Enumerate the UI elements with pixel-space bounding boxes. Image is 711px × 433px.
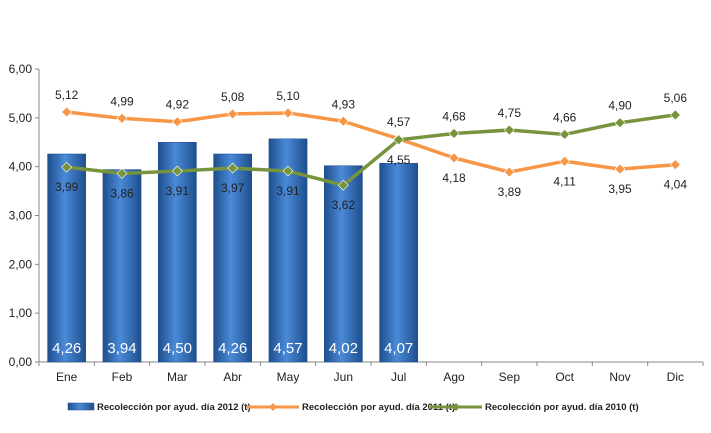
series-2010-value-label: 4,90 — [608, 99, 632, 113]
series-2010-value-label: 3,91 — [166, 184, 190, 198]
series-2010-value-label: 3,86 — [110, 187, 134, 201]
series-2011-value-label: 4,11 — [553, 174, 576, 188]
y-tick-label: 2,00 — [9, 257, 33, 271]
series-2011-point — [116, 112, 128, 124]
series-2011-point — [559, 155, 571, 167]
series-2010-value-label: 4,66 — [553, 110, 577, 124]
legend: Recolección por ayud. día 2012 (t) Recole… — [67, 402, 639, 413]
series-2011-value-label: 4,99 — [110, 94, 134, 108]
x-tick-label: Ago — [443, 370, 465, 384]
series-2010-value-label: 4,75 — [498, 106, 522, 120]
series-2010-line — [66, 113, 676, 187]
bar-value-label: 4,57 — [273, 340, 302, 357]
series-2011-value-label: 4,04 — [664, 178, 688, 192]
bar-value-label: 4,07 — [384, 340, 413, 357]
series-2011-value-label: 4,57 — [387, 115, 411, 129]
x-tick-label: Ene — [56, 370, 78, 384]
x-tick-label: Feb — [112, 370, 133, 384]
legend-label-2012: Recolección por ayud. día 2012 (t) — [97, 402, 251, 413]
series-2010-value-label: 3,62 — [332, 198, 356, 212]
series-2010-value-label: 3,91 — [276, 184, 300, 198]
bar-value-label: 4,50 — [163, 340, 192, 357]
series-2011-line — [66, 110, 676, 174]
series-2010-point — [614, 117, 626, 129]
series-2010-point — [393, 134, 405, 146]
x-tick-label: Dic — [667, 370, 684, 384]
series-2011-value-label: 5,10 — [276, 89, 300, 103]
bar — [379, 162, 419, 363]
bar — [213, 153, 253, 363]
series-2011-value-label: 5,08 — [221, 90, 245, 104]
series-2010-point — [448, 128, 460, 139]
series-2011-point — [448, 152, 460, 164]
axes: 0,00 1,00 2,00 3,00 4,00 5,00 6,00 Ene Feb Mar Abr… — [9, 62, 704, 384]
data-labels: 4,26 3,94 4,50 4,26 4,57 4,02 4,07 5,12 3,99 4,99… — [52, 88, 687, 357]
series-2011-point — [503, 166, 515, 178]
series-2011-value-label: 4,18 — [442, 171, 466, 185]
series-2011-point — [669, 159, 681, 171]
series-2010-point — [337, 179, 349, 191]
legend-label-2010: Recolección por ayud. día 2010 (t) — [485, 402, 639, 413]
series-2010-point — [116, 168, 128, 179]
series-2010-point — [669, 109, 681, 121]
legend-marker-2010 — [452, 403, 460, 411]
series-2011-point — [337, 115, 349, 127]
series-2011-value-label: 5,12 — [55, 88, 79, 102]
bar — [102, 169, 142, 363]
series-2010-point — [227, 162, 239, 174]
series-2011-point — [61, 106, 73, 118]
series-2011-value-label: 3,89 — [498, 185, 522, 199]
series-2011-value-label: 4,92 — [166, 98, 190, 112]
bar — [157, 142, 197, 363]
bar-value-label: 4,26 — [218, 340, 247, 357]
series-2011-point — [171, 116, 183, 128]
lines — [61, 106, 681, 191]
y-tick-label: 6,00 — [9, 62, 33, 76]
series-2010-point — [61, 161, 73, 173]
x-tick-label: Oct — [555, 370, 574, 384]
x-tick-label: Jul — [391, 370, 406, 384]
series-2011-point — [282, 107, 294, 119]
series-2011-value-label: 4,93 — [332, 97, 356, 111]
bars-2012 — [47, 138, 419, 363]
legend-label-2011: Recolección por ayud. día 2011 (t) — [302, 402, 455, 413]
y-tick-label: 5,00 — [9, 111, 33, 125]
series-2010-point — [171, 165, 183, 177]
series-2010-value-label: 3,97 — [221, 181, 245, 195]
x-tick-label: May — [277, 370, 300, 384]
x-tick-label: Jun — [334, 370, 353, 384]
series-2011-point — [614, 163, 626, 175]
bar-value-label: 4,02 — [329, 340, 358, 357]
bar-value-label: 3,94 — [107, 340, 136, 357]
legend-swatch-2012 — [67, 402, 95, 411]
x-tick-label: Sep — [499, 370, 521, 384]
series-2011-point — [227, 108, 239, 120]
x-tick-label: Mar — [167, 370, 188, 384]
bar-value-label: 4,26 — [52, 340, 81, 357]
legend-marker-2011 — [269, 403, 277, 411]
x-tick-label: Nov — [609, 370, 630, 384]
series-2010-value-label: 5,06 — [664, 91, 688, 105]
y-tick-label: 0,00 — [9, 355, 33, 369]
bar — [47, 153, 87, 363]
series-2010-value-label: 3,99 — [55, 180, 79, 194]
series-2010-value-label: 4,68 — [442, 109, 466, 123]
series-2010-point — [282, 165, 294, 177]
y-tick-label: 4,00 — [9, 160, 33, 174]
series-2010-value-label: 4,55 — [387, 153, 411, 167]
y-tick-label: 3,00 — [9, 209, 33, 223]
series-2010-point — [559, 129, 571, 140]
series-2011-value-label: 3,95 — [608, 182, 632, 196]
y-tick-label: 1,00 — [9, 306, 33, 320]
x-tick-label: Abr — [223, 370, 242, 384]
series-2010-point — [503, 124, 515, 136]
bar — [323, 165, 363, 363]
